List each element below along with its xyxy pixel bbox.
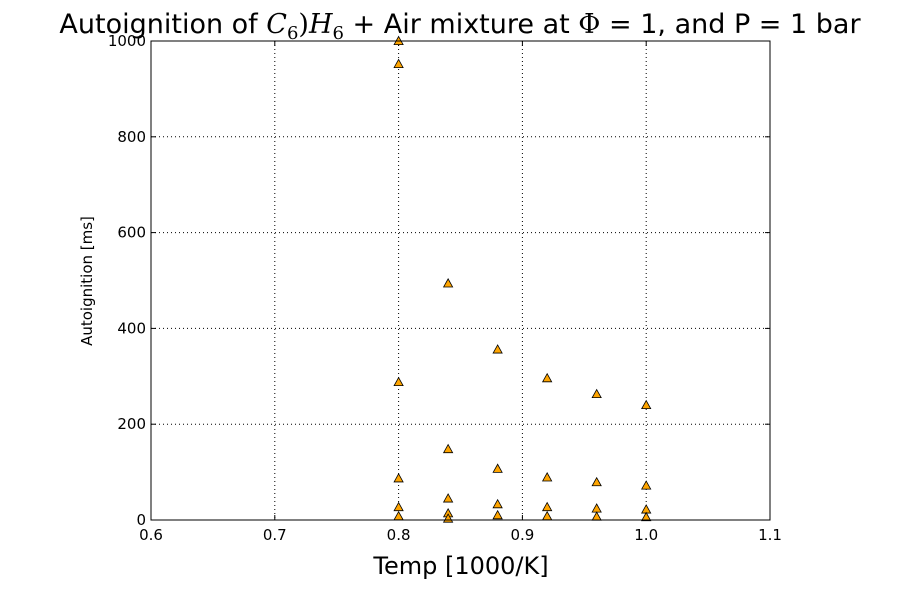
data-point-marker (591, 476, 602, 487)
y-axis-label: Autoignition [ms] (78, 216, 96, 346)
data-point-marker (541, 472, 553, 482)
x-tick-label: 0.8 (387, 526, 411, 544)
plot-frame (150, 40, 771, 521)
y-tick-label: 400 (117, 319, 146, 337)
data-point-marker (492, 344, 503, 354)
y-tick-label: 1000 (108, 32, 146, 50)
y-tick-label: 800 (117, 128, 146, 146)
data-points (393, 35, 652, 523)
data-point-marker (591, 511, 602, 521)
data-point-marker (541, 372, 553, 383)
data-point-marker (492, 509, 503, 520)
chart-title: Autoignition of C6)H6 + Air mixture at Φ… (59, 9, 861, 44)
data-point-marker (393, 473, 404, 483)
x-tick-label: 0.9 (510, 526, 534, 544)
y-tick-label: 600 (117, 224, 146, 242)
data-point-marker (541, 510, 553, 521)
x-tick-label: 1.1 (758, 526, 782, 544)
data-point-marker (442, 493, 454, 503)
x-tick-label: 0.6 (139, 526, 163, 544)
data-point-marker (393, 58, 404, 68)
grid-lines (151, 41, 770, 520)
y-tick-label: 0 (136, 511, 146, 529)
data-point-marker (541, 501, 553, 512)
data-point-marker (641, 511, 652, 522)
data-point-marker (393, 376, 404, 387)
data-point-marker (641, 480, 652, 490)
data-point-marker (641, 399, 652, 410)
axis-ticks (150, 40, 771, 521)
data-point-marker (442, 443, 454, 454)
data-point-marker (591, 503, 602, 513)
data-point-marker (393, 510, 404, 521)
tick-labels: 0.6 0.7 0.8 0.9 1.0 1.1 0 200 400 600 800 1000 (108, 32, 782, 544)
x-tick-label: 0.7 (263, 526, 287, 544)
data-point-marker (591, 388, 602, 399)
data-point-marker (492, 463, 503, 473)
y-tick-label: 200 (117, 415, 146, 433)
x-tick-label: 1.0 (634, 526, 658, 544)
data-point-marker (393, 501, 404, 512)
data-point-marker (442, 278, 454, 288)
data-point-marker (492, 498, 503, 509)
x-axis-label: Temp [1000/K] (372, 552, 548, 580)
